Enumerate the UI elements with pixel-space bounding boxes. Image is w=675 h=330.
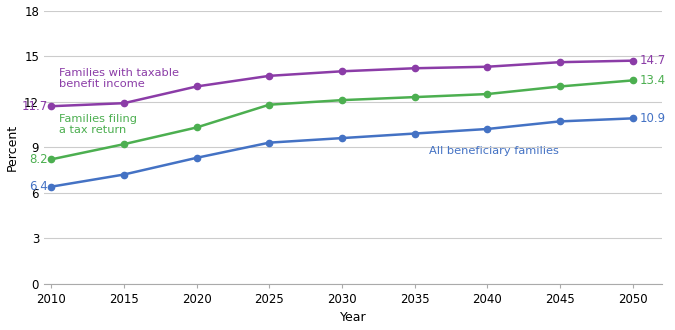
Text: a tax return: a tax return bbox=[59, 125, 126, 135]
Text: All beneficiary families: All beneficiary families bbox=[429, 146, 559, 156]
Y-axis label: Percent: Percent bbox=[5, 124, 18, 171]
Text: Families with taxable: Families with taxable bbox=[59, 68, 178, 78]
Text: 11.7: 11.7 bbox=[22, 100, 49, 113]
Text: 6.4: 6.4 bbox=[30, 180, 49, 193]
Text: 10.9: 10.9 bbox=[640, 112, 666, 125]
Text: benefit income: benefit income bbox=[59, 79, 144, 89]
Text: 13.4: 13.4 bbox=[640, 74, 666, 87]
X-axis label: Year: Year bbox=[340, 312, 366, 324]
Text: Families filing: Families filing bbox=[59, 115, 136, 124]
Text: 8.2: 8.2 bbox=[30, 153, 49, 166]
Text: 14.7: 14.7 bbox=[640, 54, 666, 67]
